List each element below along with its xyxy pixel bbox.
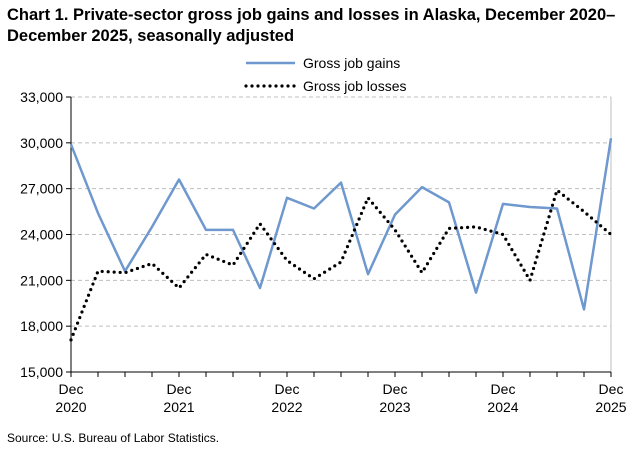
x-tick-label-year: 2021 — [163, 399, 194, 415]
y-tick-label: 24,000 — [20, 227, 63, 243]
legend: Gross job gains Gross job losses — [244, 55, 406, 94]
legend-label-job-gains: Gross job gains — [303, 55, 400, 71]
x-tick-label-month: Dec — [275, 381, 300, 397]
x-tick-label-month: Dec — [491, 381, 516, 397]
x-tick-label-month: Dec — [383, 381, 408, 397]
legend-label-job-losses: Gross job losses — [303, 78, 406, 94]
y-tick-label: 27,000 — [20, 181, 63, 197]
y-tick-label: 30,000 — [20, 135, 63, 151]
y-tick-label: 18,000 — [20, 318, 63, 334]
x-tick-label-month: Dec — [59, 381, 84, 397]
source-note: Source: U.S. Bureau of Labor Statistics. — [7, 431, 220, 445]
x-tick-label-year: 2023 — [379, 399, 410, 415]
axes: 15,000 18,000 21,000 24,000 27,000 30,000 33,0… — [20, 89, 627, 415]
y-tick-label: 21,000 — [20, 272, 63, 288]
y-tick-label: 15,000 — [20, 364, 63, 380]
grid-lines — [71, 96, 612, 372]
y-tick-label: 33,000 — [20, 89, 63, 105]
x-tick-label-year: 2022 — [271, 399, 302, 415]
chart-title: Chart 1. Private-sector gross job gains … — [7, 6, 616, 45]
x-tick-label-month: Dec — [599, 381, 624, 397]
series-line-job-gains — [69, 138, 613, 311]
x-tick-label-month: Dec — [167, 381, 192, 397]
x-tick-label-year: 2020 — [55, 399, 86, 415]
x-tick-label-year: 2024 — [487, 399, 518, 415]
series-lines — [69, 138, 613, 342]
series-line-job-losses — [69, 188, 613, 342]
x-tick-label-year: 2025 — [595, 399, 626, 415]
